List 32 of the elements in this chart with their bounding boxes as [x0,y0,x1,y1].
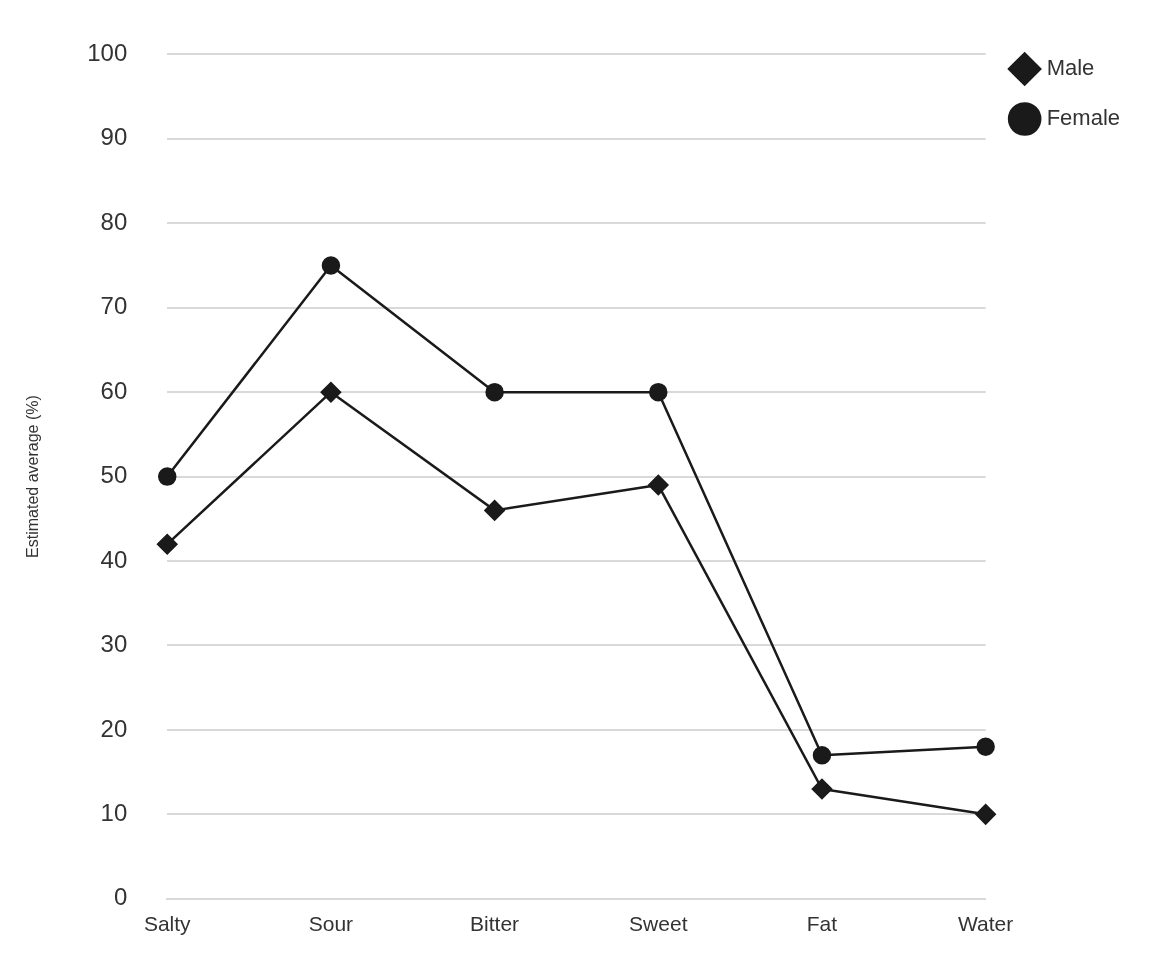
legend-label: Male [1046,55,1095,81]
y-tick-label: 10 [100,798,128,826]
legend-label: Female [1046,105,1120,131]
y-tick-label: 40 [100,545,128,573]
y-tick-label: 0 [113,883,128,911]
x-tick-label: Bitter [470,912,520,936]
point [156,533,178,555]
point [812,746,832,765]
y-tick-label: 90 [100,123,128,151]
point [321,256,341,275]
y-tick-label: 60 [100,376,128,404]
y-axis-title: Estimated average (%) [24,395,42,558]
x-tick-label: Sweet [629,912,688,936]
y-tick-label: 70 [100,292,128,320]
point [320,381,342,403]
point [648,474,669,496]
y-tick-label: 100 [87,39,128,67]
point [485,382,504,402]
y-tick-label: 30 [100,630,128,658]
point [976,737,995,757]
point [484,500,505,521]
point [157,467,177,486]
point [975,804,996,825]
y-tick-label: 50 [100,461,128,489]
y-tick-label: 20 [100,714,128,742]
point [649,382,668,402]
x-tick-label: Salty [143,912,192,936]
point [811,778,833,800]
x-tick-label: Sour [308,912,354,936]
x-tick-label: Fat [806,912,838,936]
x-tick-label: Water [958,912,1014,936]
y-tick-label: 80 [100,207,128,235]
